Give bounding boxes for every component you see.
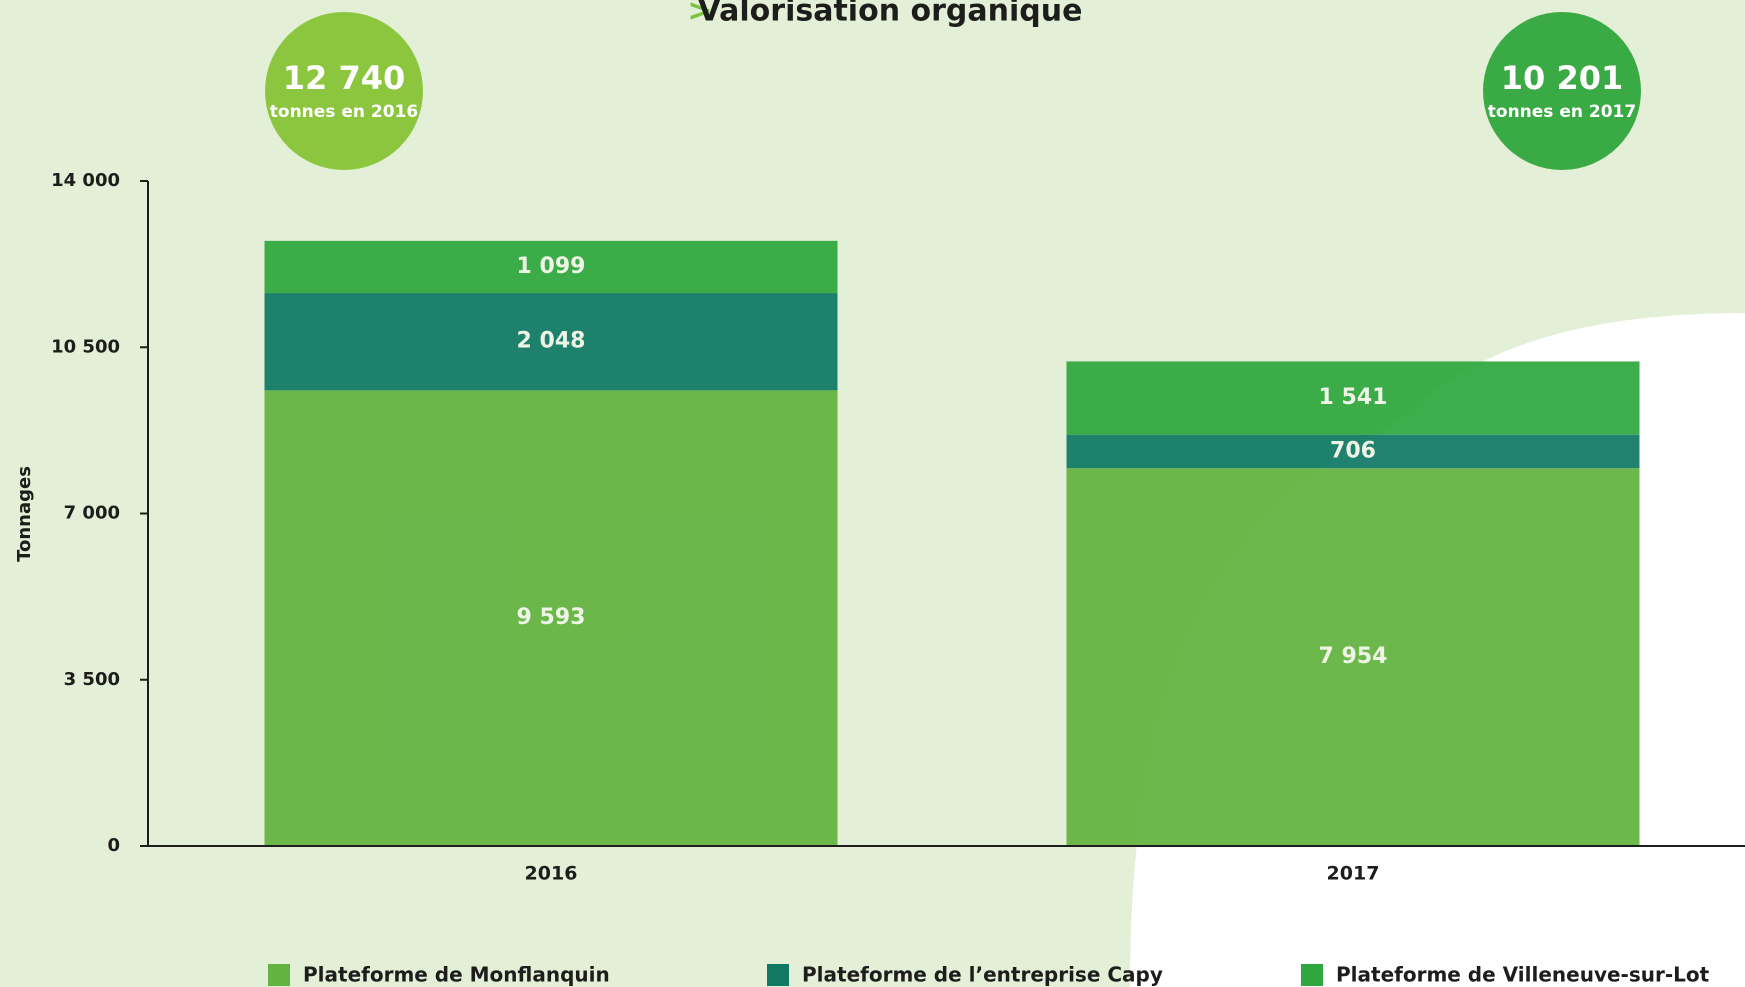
x-tick-label: 2016 (525, 863, 578, 885)
y-tick-label: 14 000 (51, 170, 120, 191)
legend-label: Plateforme de l’entreprise Capy (802, 963, 1163, 987)
total-caption: tonnes en 2016 (270, 102, 418, 122)
y-tick-label: 0 (107, 835, 120, 856)
legend-swatch (268, 964, 290, 986)
value-label: 1 099 (517, 254, 586, 279)
value-label: 1 541 (1319, 385, 1388, 410)
chart-title: Valorisation organique (698, 0, 1083, 29)
legend-label: Plateforme de Villeneuve-sur-Lot (1336, 963, 1710, 987)
value-label: 706 (1330, 438, 1376, 463)
total-caption: tonnes en 2017 (1488, 102, 1636, 122)
total-value: 10 201 (1501, 59, 1623, 97)
y-axis-label: Tonnages (14, 466, 35, 562)
value-label: 2 048 (517, 329, 586, 354)
value-label: 9 593 (517, 605, 586, 630)
x-tick-label: 2017 (1327, 863, 1380, 885)
legend-swatch (767, 964, 789, 986)
y-tick-label: 3 500 (64, 669, 120, 690)
y-tick-label: 10 500 (51, 336, 120, 357)
chart: > Valorisation organique Tonnages 03 500… (0, 0, 1745, 987)
legend-label: Plateforme de Monflanquin (303, 963, 610, 987)
total-value: 12 740 (283, 59, 405, 97)
value-label: 7 954 (1319, 644, 1388, 669)
legend-swatch (1301, 964, 1323, 986)
y-tick-label: 7 000 (64, 503, 120, 524)
